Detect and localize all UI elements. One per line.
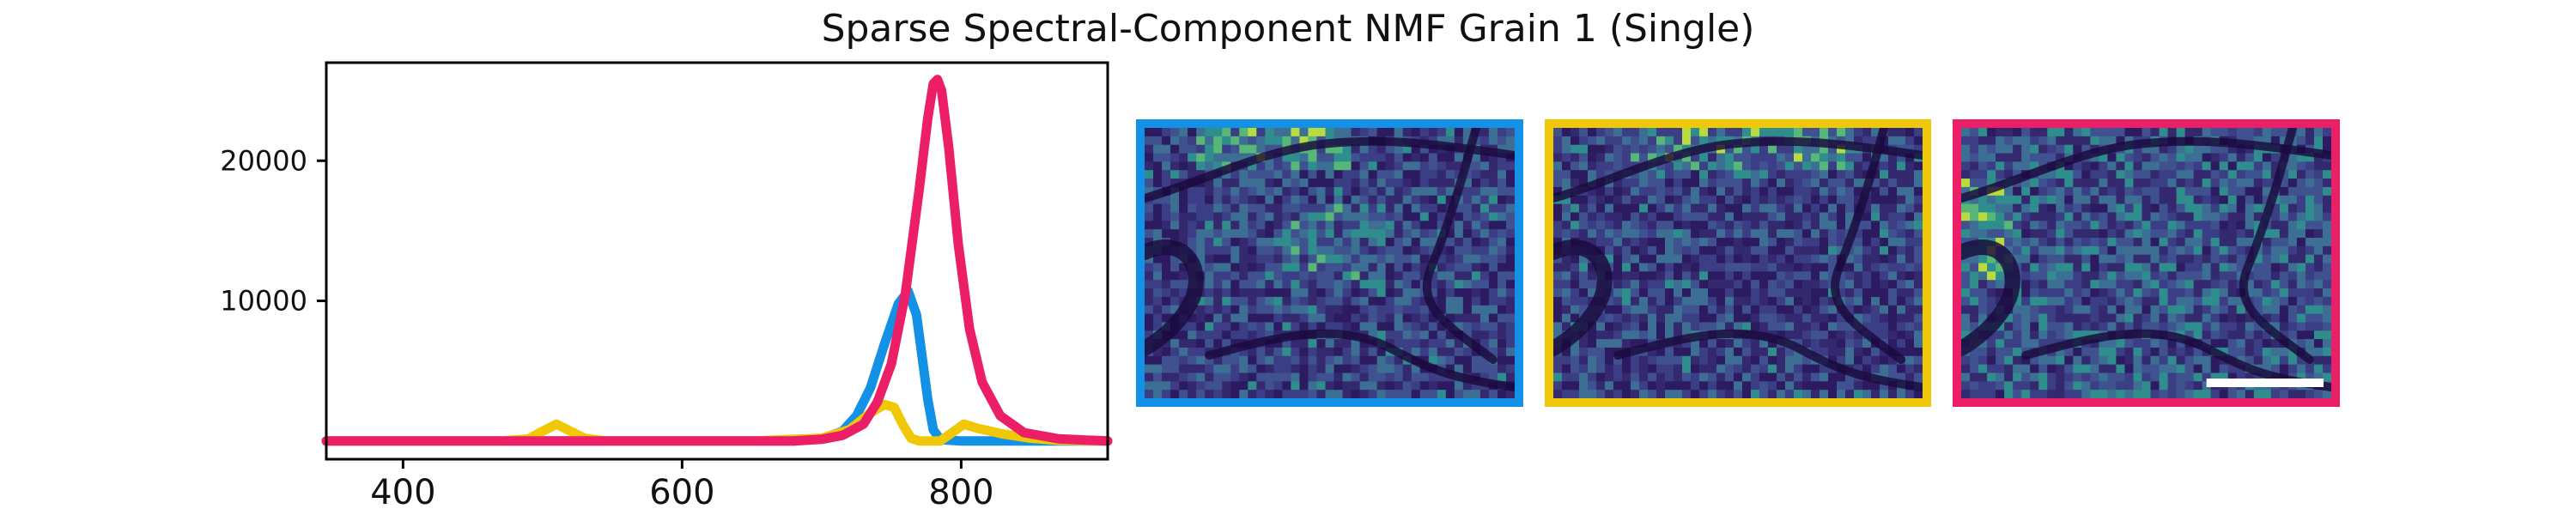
component-2-map bbox=[1545, 119, 1931, 407]
y-tick-label: 20000 bbox=[220, 144, 307, 177]
y-tick-label: 10000 bbox=[220, 285, 307, 318]
grain-boundary bbox=[1145, 136, 1515, 203]
series-line-2 bbox=[321, 399, 1113, 446]
x-tick-label: 400 bbox=[370, 473, 435, 512]
grain-boundary bbox=[1961, 136, 2331, 203]
grain-boundary bbox=[2239, 128, 2314, 364]
scale-bar bbox=[2206, 379, 2324, 387]
component-1-map bbox=[1136, 119, 1523, 407]
map-image bbox=[1145, 128, 1515, 398]
plot-frame bbox=[325, 61, 1109, 461]
spectra-line-chart: 400 600 800 10000 20000 bbox=[220, 61, 1113, 512]
plot-area bbox=[326, 63, 1108, 459]
grain-boundary bbox=[1145, 239, 1204, 356]
grain-boundary bbox=[1553, 239, 1613, 356]
grain-boundary bbox=[1831, 128, 1905, 364]
map-image bbox=[1961, 128, 2331, 398]
grain-boundary bbox=[1205, 329, 1515, 391]
map-image bbox=[1553, 128, 1923, 398]
grain-boundary bbox=[1613, 329, 1923, 391]
grain-boundary bbox=[1961, 239, 2020, 356]
series-line-3 bbox=[321, 75, 1113, 446]
x-tick-label: 600 bbox=[649, 473, 714, 512]
grain-boundary bbox=[1422, 128, 1498, 364]
grain-boundary bbox=[2021, 329, 2331, 391]
component-3-map bbox=[1953, 119, 2340, 407]
figure-title: Sparse Spectral-Component NMF Grain 1 (S… bbox=[821, 7, 1755, 51]
grain-boundary bbox=[1553, 136, 1923, 203]
x-tick-label: 800 bbox=[928, 473, 993, 512]
